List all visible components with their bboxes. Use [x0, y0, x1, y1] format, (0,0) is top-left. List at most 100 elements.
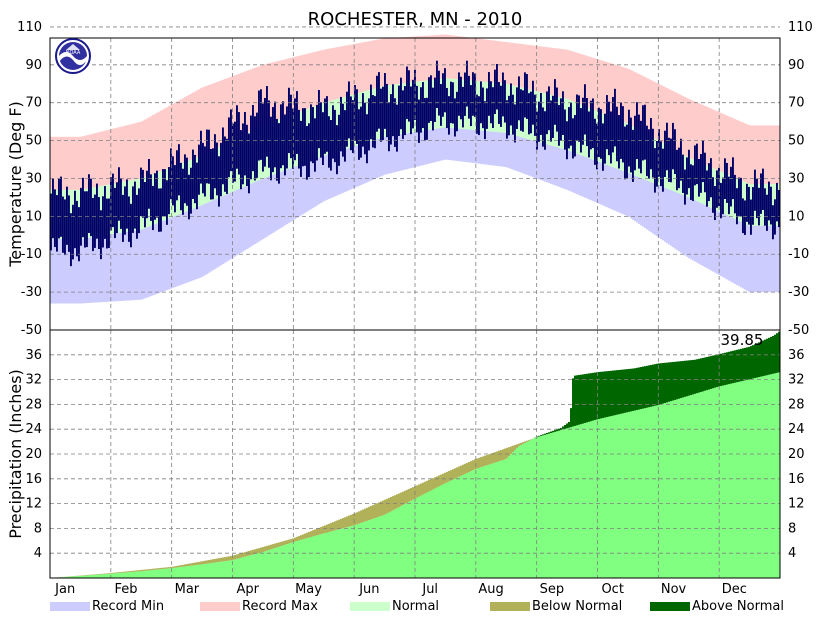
observed-bar [214, 134, 216, 189]
precip-below-bar [150, 568, 153, 571]
record-max-bar [760, 125, 763, 205]
precip-below-bar [272, 544, 275, 549]
precip-normal-bar [630, 411, 633, 578]
observed-bar [340, 96, 342, 152]
precip-below-bar [246, 551, 249, 557]
precip-above-bar [536, 436, 539, 438]
precip-normal-bar [634, 410, 637, 578]
record-min-bar [606, 140, 609, 208]
record-max-bar [474, 38, 477, 106]
record-max-bar [320, 50, 323, 131]
record-min-bar [574, 127, 577, 194]
observed-bar [438, 70, 440, 116]
observed-bar [344, 110, 346, 162]
record-max-bar [194, 91, 197, 184]
record-min-bar [766, 204, 769, 293]
record-min-bar [646, 157, 649, 230]
observed-bar [592, 98, 594, 149]
precip-observed-bar [514, 450, 517, 578]
record-max-bar [592, 57, 595, 135]
record-max-bar [566, 49, 569, 125]
observed-bar [446, 87, 448, 129]
precip-normal-bar [776, 372, 779, 578]
observed-bar [346, 91, 348, 147]
precip-below-bar [524, 441, 527, 443]
precip-observed-bar [394, 509, 397, 578]
observed-bar [82, 177, 84, 238]
observed-bar [76, 200, 78, 257]
record-max-bar [746, 124, 749, 204]
precip-tick-right: 28 [788, 397, 805, 412]
precip-observed-bar [320, 534, 323, 578]
record-max-bar [156, 112, 159, 198]
record-max-bar [150, 116, 153, 201]
precip-normal-bar [692, 394, 695, 578]
precip-above-bar [604, 371, 607, 418]
precip-below-bar [196, 562, 199, 565]
precip-observed-bar [468, 472, 471, 578]
record-min-bar [384, 111, 387, 175]
observed-bar [664, 130, 666, 177]
record-min-bar [298, 138, 301, 217]
precip-below-bar [260, 547, 263, 553]
record-min-bar [416, 106, 419, 167]
precip-below-bar [476, 458, 479, 469]
precip-below-bar [100, 573, 103, 575]
observed-bar [578, 95, 580, 142]
record-max-bar [434, 35, 437, 105]
precip-above-bar [658, 363, 661, 405]
observed-bar [114, 187, 116, 239]
record-max-bar [690, 99, 693, 179]
record-max-bar [86, 135, 89, 214]
observed-bar [420, 87, 422, 133]
observed-bar [194, 154, 196, 204]
precip-above-bar [614, 370, 617, 416]
observed-bar [64, 199, 66, 256]
record-min-bar [632, 150, 635, 220]
observed-bar [524, 72, 526, 118]
precip-below-bar [224, 557, 227, 562]
observed-bar [686, 157, 688, 195]
precip-below-bar [250, 550, 253, 556]
precip-observed-bar [152, 569, 155, 578]
record-min-bar [476, 105, 479, 164]
observed-bar [356, 89, 358, 144]
observed-bar [748, 186, 750, 225]
record-max-bar [76, 136, 79, 215]
observed-bar [334, 109, 336, 163]
precip-observed-bar [76, 576, 79, 578]
precip-observed-bar [300, 539, 303, 578]
precip-observed-bar [88, 575, 91, 578]
precip-normal-bar [560, 430, 563, 578]
record-max-bar [456, 35, 459, 104]
precip-normal-bar [624, 412, 627, 578]
precip-observed-bar [498, 461, 501, 578]
precip-below-bar [238, 553, 241, 559]
precip-above-bar [544, 433, 547, 435]
precip-below-bar [430, 479, 433, 491]
record-max-bar [366, 41, 369, 117]
record-min-bar [628, 148, 631, 218]
record-min-bar [240, 162, 243, 253]
record-min-bar [272, 148, 275, 233]
record-max-bar [714, 110, 717, 190]
precip-observed-bar [288, 543, 291, 578]
record-max-bar [332, 47, 335, 127]
observed-bar [294, 98, 296, 161]
observed-bar [766, 194, 768, 231]
observed-bar [606, 95, 608, 150]
record-min-bar [634, 151, 637, 222]
precip-observed-bar [116, 573, 119, 578]
record-min-bar [204, 179, 207, 276]
record-max-bar [500, 41, 503, 108]
precip-above-bar [612, 370, 615, 416]
record-min-bar [772, 204, 775, 293]
observed-bar [328, 116, 330, 168]
precip-normal-bar [540, 435, 543, 578]
precip-normal-bar [636, 410, 639, 578]
record-min-bar [164, 194, 167, 291]
observed-bar [122, 194, 124, 242]
observed-bar [202, 142, 204, 194]
record-max-bar [574, 52, 577, 128]
